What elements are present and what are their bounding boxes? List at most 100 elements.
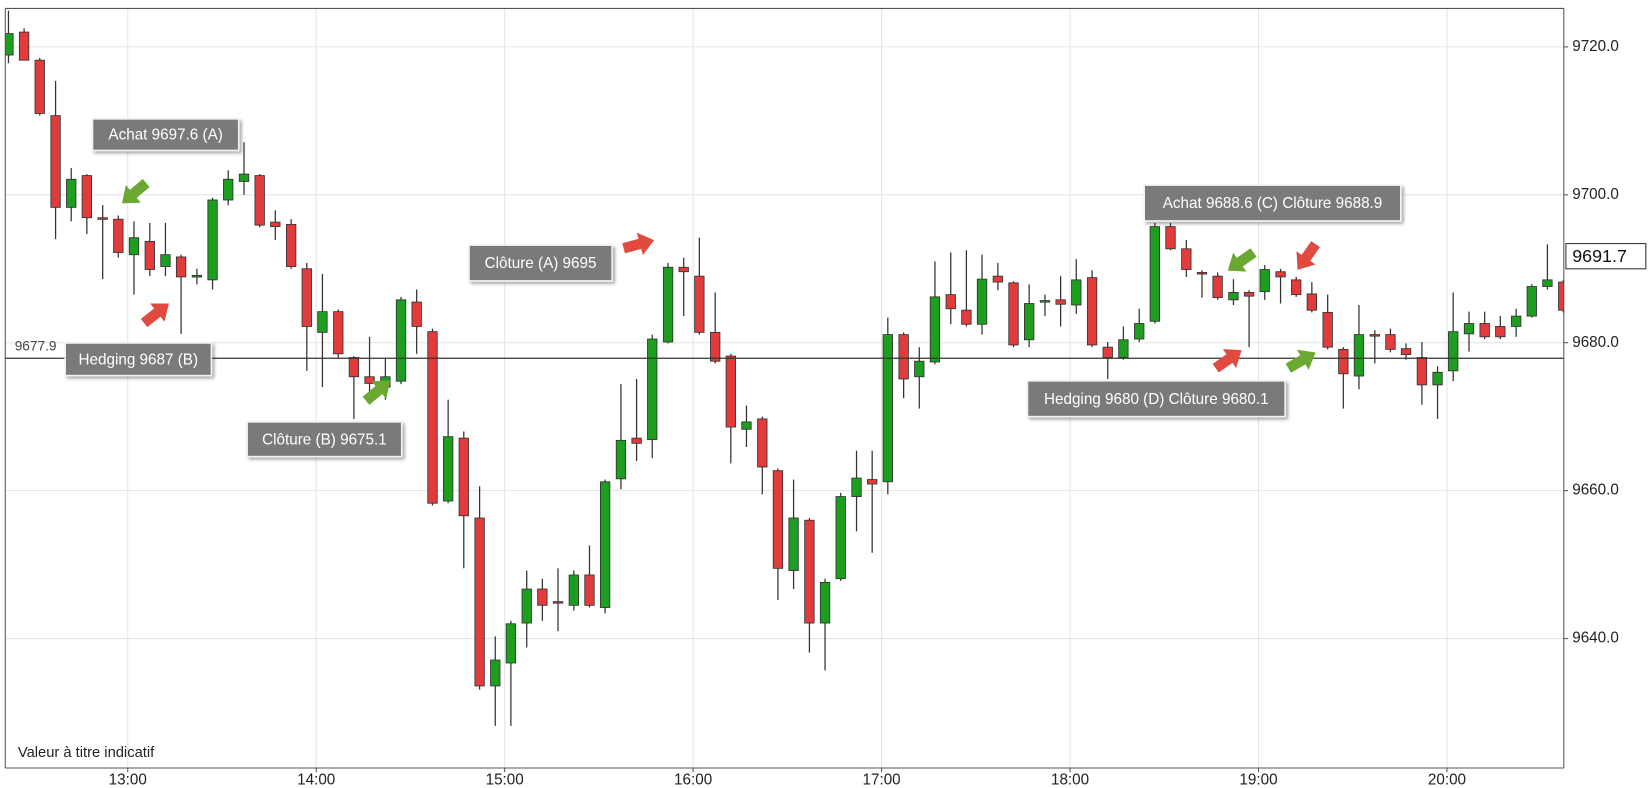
candle [317, 273, 328, 388]
candle-body [1510, 315, 1522, 327]
disclaimer: Valeur à titre indicatif [18, 745, 155, 761]
candle-body [1212, 275, 1223, 299]
candle [1008, 281, 1019, 348]
candle-body [1086, 277, 1098, 346]
last-price-box [1565, 243, 1647, 270]
candle-body [584, 574, 595, 606]
candle [270, 210, 281, 240]
candle-body [97, 217, 108, 220]
y-tick-label: 9680.0 [1572, 334, 1619, 351]
candle-body [804, 519, 815, 624]
candle [191, 268, 203, 285]
candle [1275, 268, 1286, 304]
candle-body [395, 299, 407, 382]
candle [1181, 239, 1192, 277]
candle [1259, 265, 1270, 300]
y-tick-label: 9700.0 [1572, 186, 1619, 203]
candle [1039, 294, 1051, 317]
candle-body [757, 418, 768, 468]
last-price-label: 9691.7 [1572, 246, 1627, 266]
candle-body [411, 301, 422, 327]
candle-body [1134, 323, 1145, 340]
candle [631, 378, 642, 462]
candle [81, 174, 93, 235]
candle [427, 328, 438, 506]
candle-body [694, 275, 705, 333]
candle-body [5, 33, 14, 56]
y-tick-label: 9660.0 [1572, 482, 1619, 499]
candle [1400, 343, 1412, 360]
candle-body [976, 278, 988, 325]
annotation-box [468, 244, 613, 282]
candle [647, 334, 658, 459]
candle [804, 518, 815, 653]
candle [128, 221, 140, 295]
candle [490, 636, 501, 726]
candle-body [1243, 292, 1255, 297]
candle-body [521, 588, 532, 624]
candle-body [537, 588, 548, 606]
candle [694, 237, 705, 335]
candle [1510, 308, 1522, 337]
axes: Valeur à titre indicatif 9640.0 9660.0 968… [4, 7, 1619, 788]
candle-body [1165, 226, 1176, 250]
candle [851, 450, 862, 532]
candle [1196, 270, 1208, 298]
candle-body [223, 178, 234, 201]
x-tick-label: 19:00 [1239, 772, 1277, 788]
candle [18, 28, 30, 61]
candle-body [474, 517, 485, 687]
candle [521, 570, 532, 648]
candle [1306, 282, 1317, 313]
annotation-box [1143, 184, 1402, 222]
candle [5, 10, 14, 64]
candle [1416, 341, 1428, 405]
y-tick-label: 9720.0 [1572, 38, 1619, 55]
candle-body [678, 266, 689, 273]
x-tick-label: 13:00 [109, 772, 147, 788]
candle [662, 262, 674, 344]
candle [835, 492, 846, 581]
x-tick-label: 15:00 [486, 772, 524, 788]
candle [1495, 316, 1506, 340]
candle [1322, 294, 1333, 350]
candle [1118, 326, 1129, 360]
candle [1024, 284, 1035, 348]
arrow [122, 179, 150, 204]
x-tick-label: 16:00 [674, 772, 712, 788]
candle-body [1039, 300, 1051, 303]
candle [1353, 305, 1365, 390]
candle [1228, 279, 1239, 306]
candle-body [568, 574, 579, 606]
candle [1134, 308, 1145, 342]
arrow [1296, 241, 1320, 270]
candle [819, 578, 831, 671]
candle-body [1495, 326, 1506, 338]
candle-body [175, 256, 187, 278]
candle [757, 416, 768, 495]
candle-body [867, 479, 878, 485]
candle-body [1008, 282, 1019, 346]
candle [144, 222, 155, 277]
candle-body [364, 376, 375, 384]
arrow [1227, 248, 1257, 272]
candle [285, 219, 297, 269]
annotation-text: Hedging 9687 (B) [79, 351, 199, 368]
annotation-text: Achat 9688.6 (C) Clôture 9688.9 [1163, 195, 1383, 212]
candle [50, 80, 61, 240]
candle-body [1322, 311, 1333, 348]
candle [458, 431, 469, 569]
candle [1526, 284, 1537, 318]
candle-body [113, 218, 124, 253]
candle-body [505, 623, 517, 664]
candle-body [238, 173, 250, 182]
candle-body [788, 517, 799, 571]
candle [1542, 244, 1553, 290]
candle [113, 215, 124, 258]
candle-body [945, 294, 956, 310]
candle [238, 142, 250, 195]
candle-body [772, 470, 784, 569]
x-tick-label: 20:00 [1428, 772, 1466, 788]
candle-body [725, 355, 736, 428]
